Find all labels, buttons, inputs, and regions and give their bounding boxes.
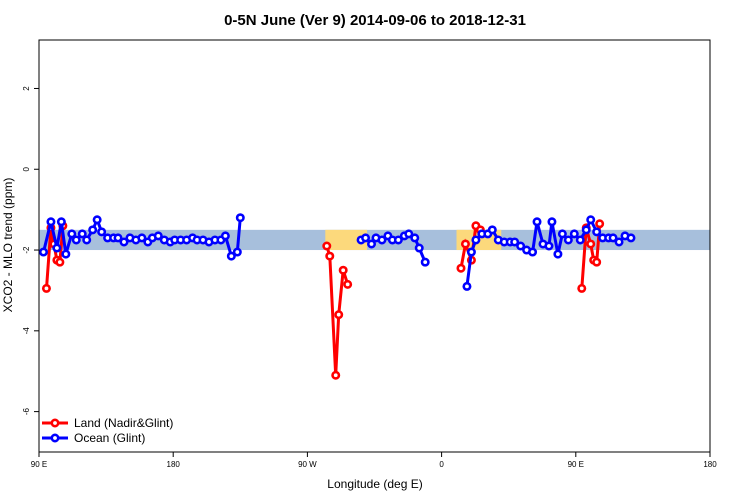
y-ticks: -6 -4 -2 0 2 <box>22 86 39 415</box>
land-nadir-glint-point <box>460 239 470 249</box>
ocean-glint-point <box>487 225 497 235</box>
series-layer <box>38 213 636 380</box>
ocean-glint-point <box>367 239 377 249</box>
ocean-glint-point <box>38 247 48 257</box>
x-tick-label: 90 W <box>298 460 317 469</box>
ocean-glint-point <box>361 233 371 243</box>
y-tick-label: -6 <box>22 408 31 416</box>
ocean-glint-point <box>414 243 424 253</box>
legend-marker <box>50 418 60 428</box>
land-nadir-glint-point <box>331 370 341 380</box>
land-nadir-glint-point <box>322 241 332 251</box>
x-tick-label: 90 E <box>568 460 584 469</box>
land-nadir-glint-point <box>334 310 344 320</box>
x-ticks: 90 E 180 90 W 0 90 E 180 <box>31 452 717 469</box>
ocean-glint-point <box>52 243 62 253</box>
ocean-glint-point <box>586 215 596 225</box>
y-tick-label: -2 <box>22 246 31 254</box>
ocean-glint-point <box>153 231 163 241</box>
ocean-glint-point <box>466 247 476 257</box>
legend-marker <box>50 433 60 443</box>
x-tick-label: 180 <box>167 460 181 469</box>
y-tick-label: -4 <box>22 327 31 335</box>
y-tick-label: 0 <box>22 166 31 171</box>
ocean-glint-point <box>510 237 520 247</box>
land-nadir-glint-point <box>595 219 605 229</box>
ocean-glint-point <box>563 235 573 245</box>
legend: Land (Nadir&Glint)Ocean (Glint) <box>42 416 173 445</box>
x-tick-label: 0 <box>439 460 444 469</box>
y-axis-label: XCO2 - MLO trend (ppm) <box>1 178 15 313</box>
ocean-glint-point <box>557 229 567 239</box>
ocean-glint-point <box>462 281 472 291</box>
land-nadir-glint-point <box>55 257 65 267</box>
ocean-glint-point <box>235 213 245 223</box>
legend-label: Ocean (Glint) <box>74 431 145 445</box>
ocean-glint-point <box>547 217 557 227</box>
plot-frame <box>38 39 711 453</box>
ocean-glint-point <box>553 249 563 259</box>
ocean-glint-point <box>137 233 147 243</box>
ocean-glint-point <box>82 235 92 245</box>
ocean-glint-point <box>575 235 585 245</box>
ocean-glint-point <box>404 229 414 239</box>
ocean-glint-point <box>581 225 591 235</box>
land-nadir-glint-line <box>580 223 602 289</box>
ocean-glint-point <box>88 225 98 235</box>
ocean-glint-point <box>377 235 387 245</box>
land-nadir-glint-point <box>338 265 348 275</box>
land-nadir-glint-point <box>577 283 587 293</box>
land-nadir-glint-point <box>592 257 602 267</box>
ocean-glint-point <box>77 229 87 239</box>
x-tick-label: 180 <box>703 460 717 469</box>
ocean-glint-point <box>97 227 107 237</box>
ocean-glint-point <box>71 235 81 245</box>
ocean-glint-point <box>614 237 624 247</box>
ocean-glint-point <box>220 231 230 241</box>
ocean-glint-point <box>471 235 481 245</box>
ocean-glint-point <box>608 233 618 243</box>
ocean-glint-point <box>410 233 420 243</box>
legend-label: Land (Nadir&Glint) <box>74 416 173 430</box>
land-nadir-glint-point <box>456 263 466 273</box>
ocean-glint-point <box>592 227 602 237</box>
land-nadir-glint-point <box>325 251 335 261</box>
land-nadir-glint-point <box>343 279 353 289</box>
x-axis-label: Longitude (deg E) <box>327 477 422 491</box>
ocean-glint-point <box>119 237 129 247</box>
ocean-glint-point <box>569 229 579 239</box>
ocean-glint-point <box>67 229 77 239</box>
ocean-glint-point <box>46 217 56 227</box>
land-nadir-glint-point <box>41 283 51 293</box>
ocean-glint-point <box>393 235 403 245</box>
range-band <box>325 229 368 251</box>
ocean-glint-point <box>516 241 526 251</box>
ocean-glint-point <box>56 217 66 227</box>
ocean-glint-point <box>113 233 123 243</box>
land-nadir-glint-point <box>586 239 596 249</box>
ocean-glint-point <box>532 217 542 227</box>
ocean-glint-point <box>528 247 538 257</box>
y-tick-label: 2 <box>22 86 31 91</box>
ocean-glint-point <box>544 241 554 251</box>
ocean-glint-point <box>226 251 236 261</box>
ocean-glint-point <box>420 257 430 267</box>
x-tick-label: 90 E <box>31 460 47 469</box>
ocean-glint-point <box>626 233 636 243</box>
chart-title: 0-5N June (Ver 9) 2014-09-06 to 2018-12-… <box>224 12 526 29</box>
ocean-glint-point <box>61 249 71 259</box>
ocean-glint-point <box>92 215 102 225</box>
ocean-glint-point <box>232 247 242 257</box>
